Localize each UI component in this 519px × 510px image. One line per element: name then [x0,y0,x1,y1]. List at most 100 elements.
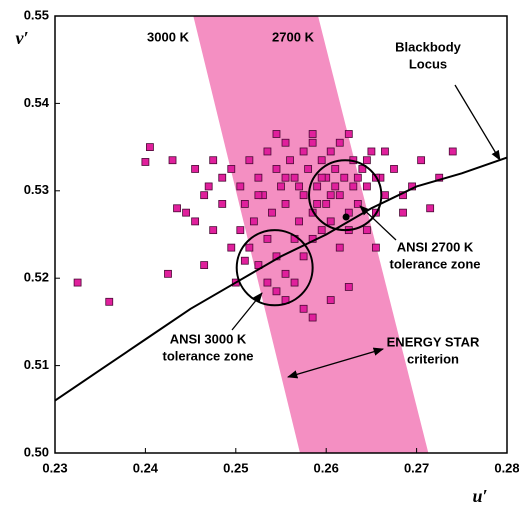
data-point [182,208,190,217]
data-point [331,165,340,173]
data-point [263,147,272,156]
data-point [236,182,245,191]
data-point [254,191,263,200]
data-point [399,208,407,217]
tolerance-zone [308,159,383,232]
data-point [245,243,254,252]
data-point [209,156,218,165]
data-point [344,283,353,291]
data-point [240,256,249,265]
data-point [362,156,371,165]
data-point [290,278,299,287]
data-point [209,226,218,235]
annotation: criterion [407,351,459,366]
data-point [308,313,317,322]
y-axis-label: v′ [15,28,28,48]
data-point [272,287,281,296]
data-point [331,182,340,191]
data-point [281,269,290,278]
data-point [362,226,371,235]
energy-star-band [193,16,429,453]
data-point [272,130,281,138]
y-tick-label: 0.51 [24,357,49,372]
data-point [390,165,398,173]
data-point [73,278,82,287]
x-tick-label: 0.26 [314,460,339,475]
data-point [344,130,353,138]
data-point [281,200,290,208]
annotation: 2700 K [272,29,315,44]
data-point [353,200,362,208]
data-point [263,234,272,243]
data-point [317,156,326,165]
data-point [200,261,209,269]
x-tick-label: 0.23 [42,460,67,475]
data-point [326,217,335,226]
data-point [281,173,290,182]
x-tick-label: 0.28 [494,460,519,475]
data-point [141,158,150,166]
tolerance-zone [235,229,314,307]
data-point [362,182,371,191]
data-point [295,217,303,226]
data-point [326,147,335,156]
arrow [359,205,397,241]
data-point [268,208,276,217]
data-point [304,165,313,173]
y-tick-label: 0.54 [24,95,50,110]
data-point [236,226,245,235]
data-point [335,138,344,147]
data-point [335,243,344,252]
data-point [263,278,272,287]
y-tick-label: 0.55 [24,7,49,22]
arrow [454,84,501,161]
annotation: ENERGY STAR [387,334,480,349]
annotation: tolerance zone [162,348,253,363]
annotation: Blackbody [395,39,462,54]
data-point [146,143,154,152]
data-point [290,173,299,182]
data-point [308,138,317,147]
data-point [353,173,362,182]
data-point [168,156,177,165]
data-point [372,243,380,252]
data-point [299,252,308,261]
annotation: ANSI 3000 K [170,331,247,346]
x-tick-label: 0.24 [133,460,159,475]
data-point [381,191,389,200]
data-point [322,200,331,208]
data-point [105,297,114,306]
data-point [326,191,335,200]
data-point [417,156,426,165]
data-point [435,173,444,182]
x-tick-label: 0.27 [404,460,429,475]
data-point [448,147,457,156]
blackbody-locus [54,156,508,402]
data-point [367,147,376,156]
data-point [299,147,308,156]
data-point [272,165,281,173]
data-point [308,130,317,138]
data-point [313,200,322,208]
data-point [191,165,200,173]
annotation: 3000 K [147,29,190,44]
x-tick-label: 0.25 [223,460,248,475]
data-point [200,191,209,200]
data-point [313,182,322,191]
data-point [317,173,326,182]
data-point [218,173,227,182]
y-tick-label: 0.50 [24,444,49,459]
data-point [277,182,285,191]
data-point [299,191,308,200]
data-point [191,217,200,226]
data-point [240,200,249,208]
data-point [245,156,254,165]
arrow [231,292,263,331]
annotation: tolerance zone [389,256,480,271]
data-point [281,138,290,147]
data-point [227,243,236,252]
arrow [287,347,384,379]
y-tick-label: 0.53 [24,182,49,197]
data-point [173,204,181,213]
